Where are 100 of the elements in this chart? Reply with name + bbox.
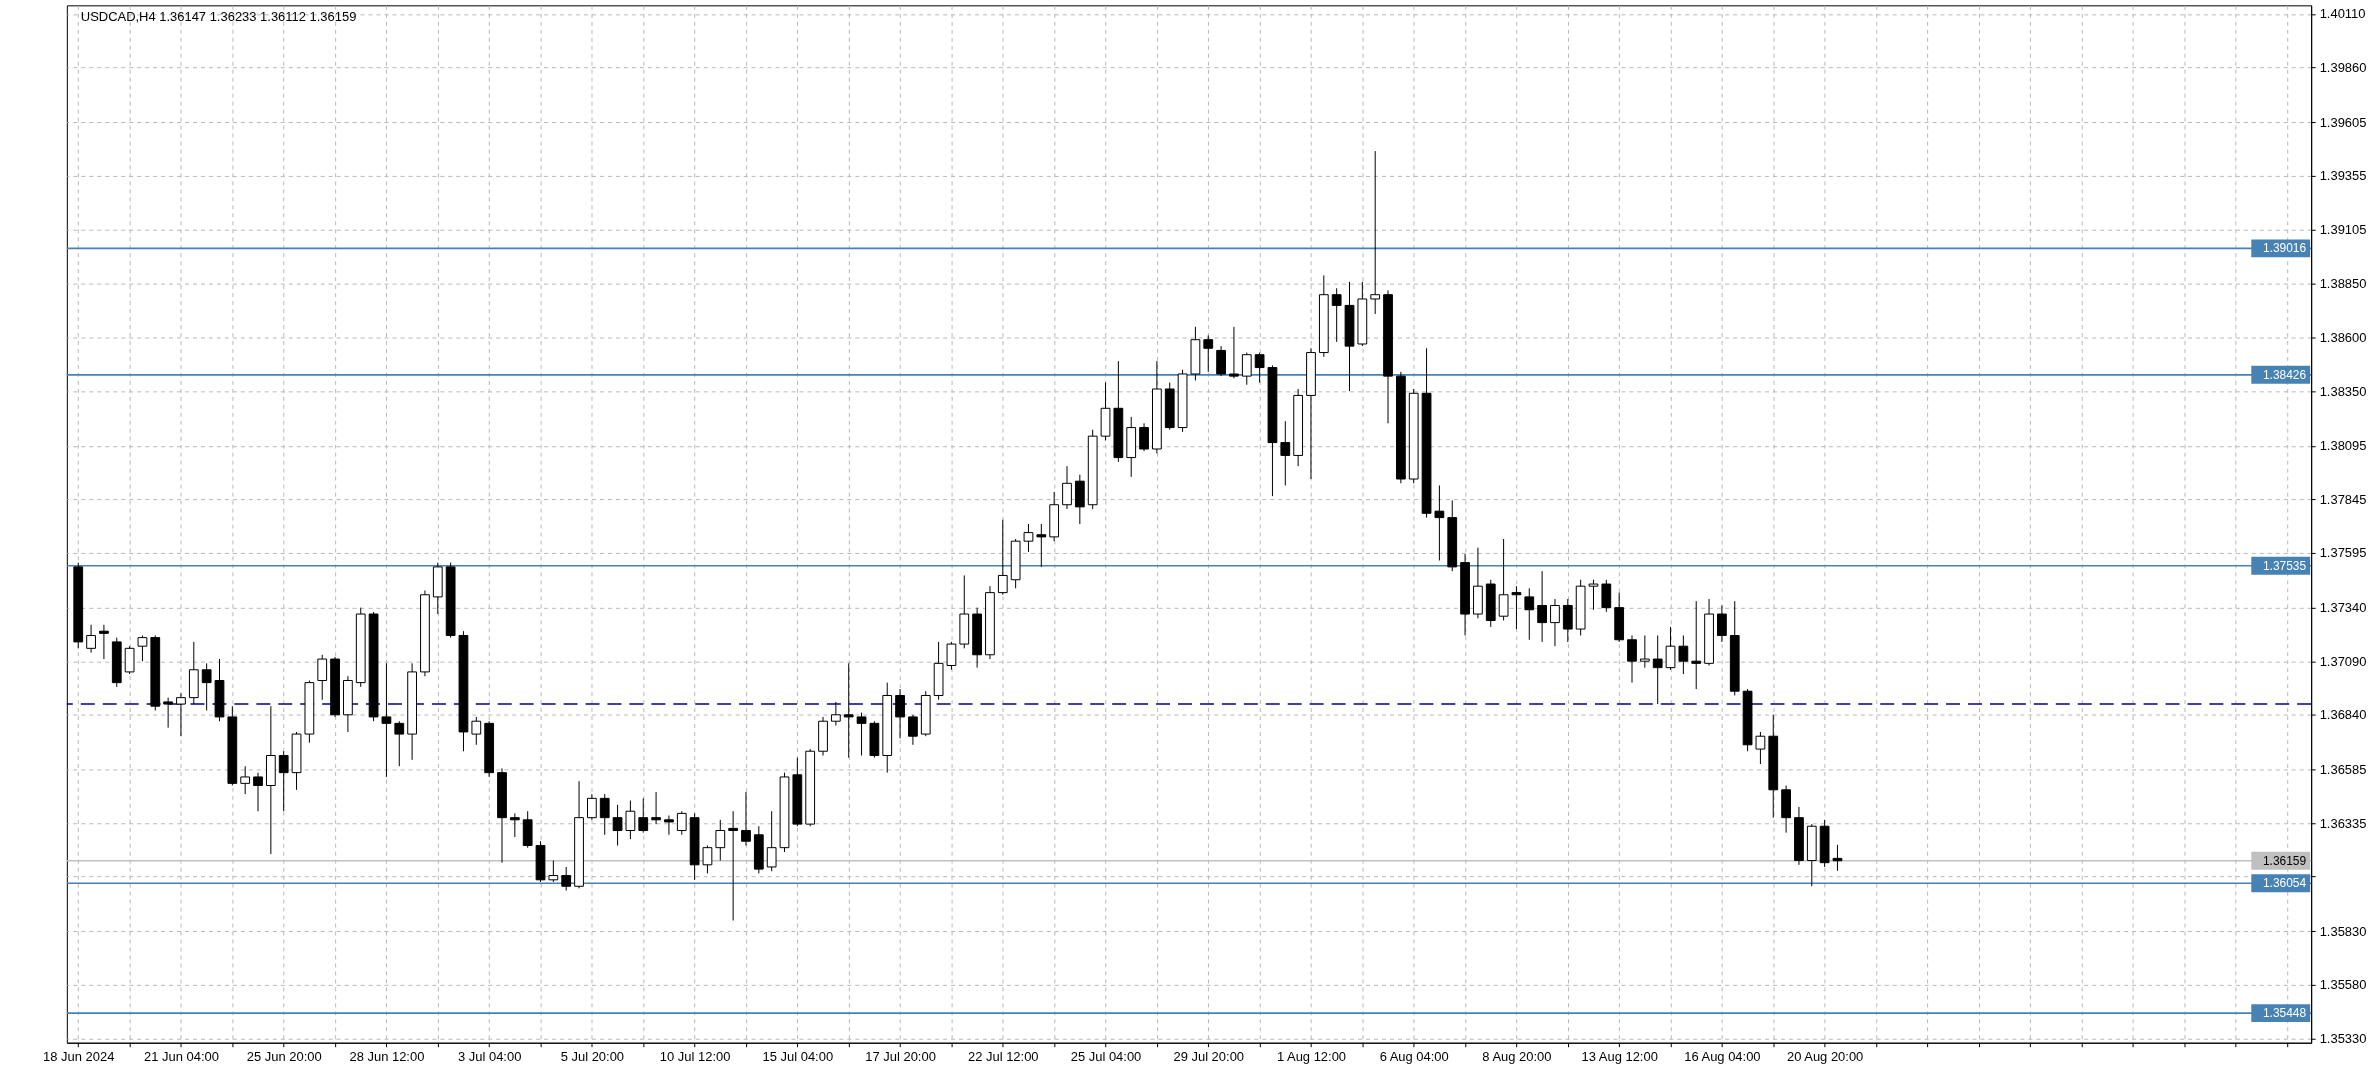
x-tick-label: 3 Jul 04:00 (457, 1049, 522, 1065)
y-tick-label: 1.38095 (2319, 438, 2367, 454)
candlestick (1678, 634, 1689, 675)
candlestick (664, 815, 674, 836)
x-tick-label: 6 Aug 04:00 (1379, 1049, 1449, 1065)
candlestick (946, 641, 957, 671)
candlestick (253, 772, 263, 812)
y-tick-label: 1.35330 (2319, 1030, 2367, 1046)
ref-line-label: 1.36159 (2262, 853, 2307, 868)
candlestick (1627, 634, 1637, 684)
candlestick (99, 624, 109, 660)
y-tick-label: 1.37845 (2319, 491, 2367, 507)
candlestick (1832, 844, 1843, 872)
candlestick (163, 697, 174, 729)
candlestick (1254, 352, 1265, 384)
x-tick-label: 5 Jul 20:00 (560, 1049, 625, 1065)
candlestick (1139, 422, 1149, 452)
candlestick (702, 845, 713, 874)
candlestick (561, 866, 572, 892)
candlestick (1203, 334, 1214, 373)
x-tick-label: 22 Jul 12:00 (968, 1049, 1039, 1065)
ref-line-label: 1.36054 (2262, 876, 2307, 891)
x-tick-label: 16 Aug 04:00 (1684, 1049, 1761, 1065)
y-tick-label: 1.36840 (2319, 707, 2367, 723)
y-tick-label: 1.37090 (2319, 653, 2367, 669)
candlestick (625, 800, 636, 840)
x-tick-label: 17 Jul 20:00 (865, 1049, 936, 1065)
candlestick (997, 519, 1008, 596)
x-tick-label: 1 Aug 12:00 (1276, 1049, 1347, 1065)
candlestick (278, 750, 289, 812)
candlestick (1370, 150, 1381, 315)
ref-line-label: 1.39016 (2262, 241, 2307, 256)
candlestick (201, 662, 212, 711)
x-tick-label: 20 Aug 20:00 (1786, 1049, 1864, 1065)
x-tick-label: 13 Aug 12:00 (1581, 1049, 1658, 1065)
candlestick (1717, 604, 1727, 643)
candlestick (471, 716, 482, 746)
y-tick-label: 1.37340 (2319, 600, 2367, 616)
candlestick (1511, 585, 1522, 630)
candlestick (856, 712, 867, 757)
candlestick (830, 701, 841, 726)
candlestick (638, 797, 649, 834)
candlestick (1562, 598, 1573, 643)
ref-line-label: 1.35448 (2262, 1006, 2307, 1021)
candlestick (240, 765, 251, 795)
candlestick (1601, 579, 1612, 613)
candlestick (1665, 626, 1676, 671)
candlestick (1229, 326, 1239, 379)
candlestick (1550, 598, 1560, 647)
candlestick (676, 810, 687, 836)
candlestick (137, 634, 148, 662)
y-tick-label: 1.38350 (2319, 383, 2367, 399)
candlestick (381, 662, 392, 778)
y-tick-label: 1.39605 (2319, 114, 2367, 130)
candlestick (1691, 600, 1702, 690)
y-tick-label: 1.39355 (2319, 168, 2367, 184)
candlestick (895, 688, 905, 739)
x-tick-label: 18 Jun 2024 (43, 1049, 115, 1065)
candlestick (124, 645, 135, 675)
candlestick (1331, 287, 1342, 343)
x-tick-label: 28 Jun 12:00 (349, 1049, 425, 1065)
y-tick-label: 1.39105 (2319, 221, 2367, 237)
y-tick-label: 1.40110 (2319, 6, 2366, 22)
x-tick-label: 21 Jun 04:00 (144, 1049, 219, 1065)
candlestick (651, 791, 661, 825)
candlestick (1434, 484, 1445, 561)
y-tick-label: 1.36585 (2319, 761, 2367, 777)
candlestick (715, 819, 726, 862)
y-tick-label: 1.37595 (2319, 545, 2367, 561)
candlestick (86, 624, 96, 654)
candlestick (1023, 523, 1034, 553)
candlestick (1537, 570, 1548, 643)
candlestick (1280, 420, 1291, 486)
y-tick-label: 1.36335 (2319, 815, 2367, 831)
candlestick (1755, 731, 1766, 765)
x-tick-label: 25 Jun 20:00 (246, 1049, 322, 1065)
candlestick (908, 714, 918, 746)
candlestick (394, 720, 405, 767)
candlestick (587, 793, 597, 821)
x-tick-label: 25 Jul 04:00 (1070, 1049, 1142, 1065)
x-tick-label: 10 Jul 12:00 (659, 1049, 731, 1065)
y-tick-label: 1.35830 (2319, 923, 2367, 939)
candlestick (1588, 579, 1599, 611)
candlestick (1216, 345, 1226, 377)
y-tick-label: 1.39860 (2319, 59, 2367, 75)
candlestick (766, 810, 777, 872)
y-tick-label: 1.38600 (2319, 330, 2367, 346)
candlestick (612, 804, 623, 847)
candlestick (1498, 538, 1509, 621)
x-tick-label: 15 Jul 04:00 (762, 1049, 834, 1065)
candlestick (176, 692, 186, 737)
candlestick (548, 860, 559, 883)
candlestick (599, 793, 610, 836)
candlestick (1639, 634, 1650, 669)
candlestick (1652, 634, 1663, 705)
candlestick (1241, 352, 1252, 386)
ref-line-label: 1.37535 (2262, 558, 2307, 573)
candlestick (741, 791, 751, 847)
candlestick (317, 654, 328, 701)
y-tick-label: 1.38850 (2319, 276, 2367, 292)
